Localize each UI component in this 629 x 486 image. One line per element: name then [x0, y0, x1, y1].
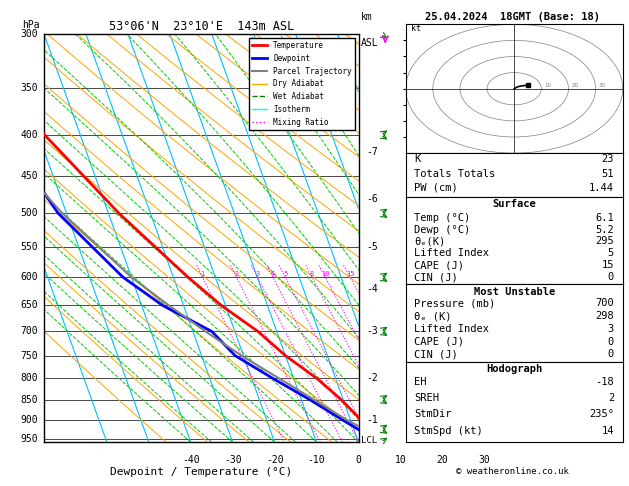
Text: 30: 30	[479, 454, 490, 465]
Text: StmSpd (kt): StmSpd (kt)	[415, 426, 483, 436]
Text: Dewpoint / Temperature (°C): Dewpoint / Temperature (°C)	[110, 467, 292, 477]
Text: 0: 0	[608, 349, 614, 359]
Text: Lifted Index: Lifted Index	[415, 248, 489, 259]
Text: 4: 4	[271, 271, 275, 278]
Text: Temp (°C): Temp (°C)	[415, 212, 470, 223]
Text: CIN (J): CIN (J)	[415, 272, 458, 282]
Text: 3: 3	[608, 324, 614, 334]
Text: © weatheronline.co.uk: © weatheronline.co.uk	[456, 467, 569, 476]
Text: CAPE (J): CAPE (J)	[415, 337, 464, 347]
Text: 51: 51	[601, 169, 614, 178]
Text: 950: 950	[20, 434, 38, 444]
Text: SREH: SREH	[415, 393, 440, 403]
Text: -1: -1	[366, 415, 378, 425]
Text: 10: 10	[321, 271, 330, 278]
Text: -5: -5	[366, 242, 378, 252]
Text: -3: -3	[366, 327, 378, 336]
Text: 5.2: 5.2	[595, 225, 614, 235]
Text: 5: 5	[608, 248, 614, 259]
Text: 700: 700	[20, 327, 38, 336]
Text: km: km	[361, 12, 373, 22]
Text: Totals Totals: Totals Totals	[415, 169, 496, 178]
Text: 15: 15	[346, 271, 354, 278]
Text: 800: 800	[20, 373, 38, 383]
Text: ASL: ASL	[361, 38, 379, 48]
Text: 20: 20	[571, 83, 578, 88]
Text: -7: -7	[366, 147, 378, 157]
Text: θₑ (K): θₑ (K)	[415, 311, 452, 321]
Text: 3: 3	[255, 271, 260, 278]
Text: 25.04.2024  18GMT (Base: 18): 25.04.2024 18GMT (Base: 18)	[425, 12, 600, 22]
Text: Most Unstable: Most Unstable	[474, 287, 555, 296]
Text: Hodograph: Hodograph	[486, 364, 542, 375]
Text: 500: 500	[20, 208, 38, 218]
Text: 850: 850	[20, 395, 38, 404]
Text: 10: 10	[394, 454, 406, 465]
Text: 5: 5	[283, 271, 287, 278]
Legend: Temperature, Dewpoint, Parcel Trajectory, Dry Adiabat, Wet Adiabat, Isotherm, Mi: Temperature, Dewpoint, Parcel Trajectory…	[248, 38, 355, 130]
Text: 1.44: 1.44	[589, 183, 614, 192]
Text: 6.1: 6.1	[595, 212, 614, 223]
Text: Surface: Surface	[493, 199, 536, 209]
Text: -6: -6	[366, 194, 378, 204]
Text: 235°: 235°	[589, 409, 614, 419]
Text: 450: 450	[20, 172, 38, 181]
Text: 550: 550	[20, 242, 38, 252]
Text: 1: 1	[201, 271, 204, 278]
Text: Pressure (mb): Pressure (mb)	[415, 298, 496, 308]
Text: 2: 2	[608, 393, 614, 403]
Text: CIN (J): CIN (J)	[415, 349, 458, 359]
Text: 2: 2	[235, 271, 238, 278]
Text: 0: 0	[608, 272, 614, 282]
Text: -10: -10	[308, 454, 325, 465]
Text: -20: -20	[266, 454, 284, 465]
Text: 0: 0	[608, 337, 614, 347]
Text: 15: 15	[601, 260, 614, 270]
Text: LCL: LCL	[361, 436, 377, 445]
Text: 400: 400	[20, 130, 38, 140]
Text: 298: 298	[595, 311, 614, 321]
Text: -4: -4	[366, 284, 378, 294]
Text: hPa: hPa	[22, 20, 40, 30]
Text: PW (cm): PW (cm)	[415, 183, 458, 192]
Text: 20: 20	[437, 454, 448, 465]
Text: kt: kt	[411, 24, 421, 33]
Text: 10: 10	[544, 83, 551, 88]
Text: 8: 8	[310, 271, 314, 278]
Text: 750: 750	[20, 350, 38, 361]
Text: 14: 14	[601, 426, 614, 436]
Text: -2: -2	[366, 373, 378, 383]
Text: 0: 0	[355, 454, 362, 465]
Text: -30: -30	[224, 454, 242, 465]
Text: K: K	[415, 155, 421, 164]
Text: 30: 30	[598, 83, 605, 88]
Text: 300: 300	[20, 29, 38, 39]
Text: -18: -18	[595, 377, 614, 386]
Text: 650: 650	[20, 300, 38, 311]
Text: 700: 700	[595, 298, 614, 308]
Text: -40: -40	[182, 454, 199, 465]
Title: 53°06'N  23°10'E  143m ASL: 53°06'N 23°10'E 143m ASL	[109, 20, 294, 33]
Text: θₑ(K): θₑ(K)	[415, 237, 445, 246]
Text: 295: 295	[595, 237, 614, 246]
Text: Lifted Index: Lifted Index	[415, 324, 489, 334]
Text: 350: 350	[20, 83, 38, 93]
Text: Dewp (°C): Dewp (°C)	[415, 225, 470, 235]
Text: 600: 600	[20, 272, 38, 282]
Text: StmDir: StmDir	[415, 409, 452, 419]
Text: 23: 23	[601, 155, 614, 164]
Text: 900: 900	[20, 415, 38, 425]
Text: EH: EH	[415, 377, 427, 386]
Text: CAPE (J): CAPE (J)	[415, 260, 464, 270]
